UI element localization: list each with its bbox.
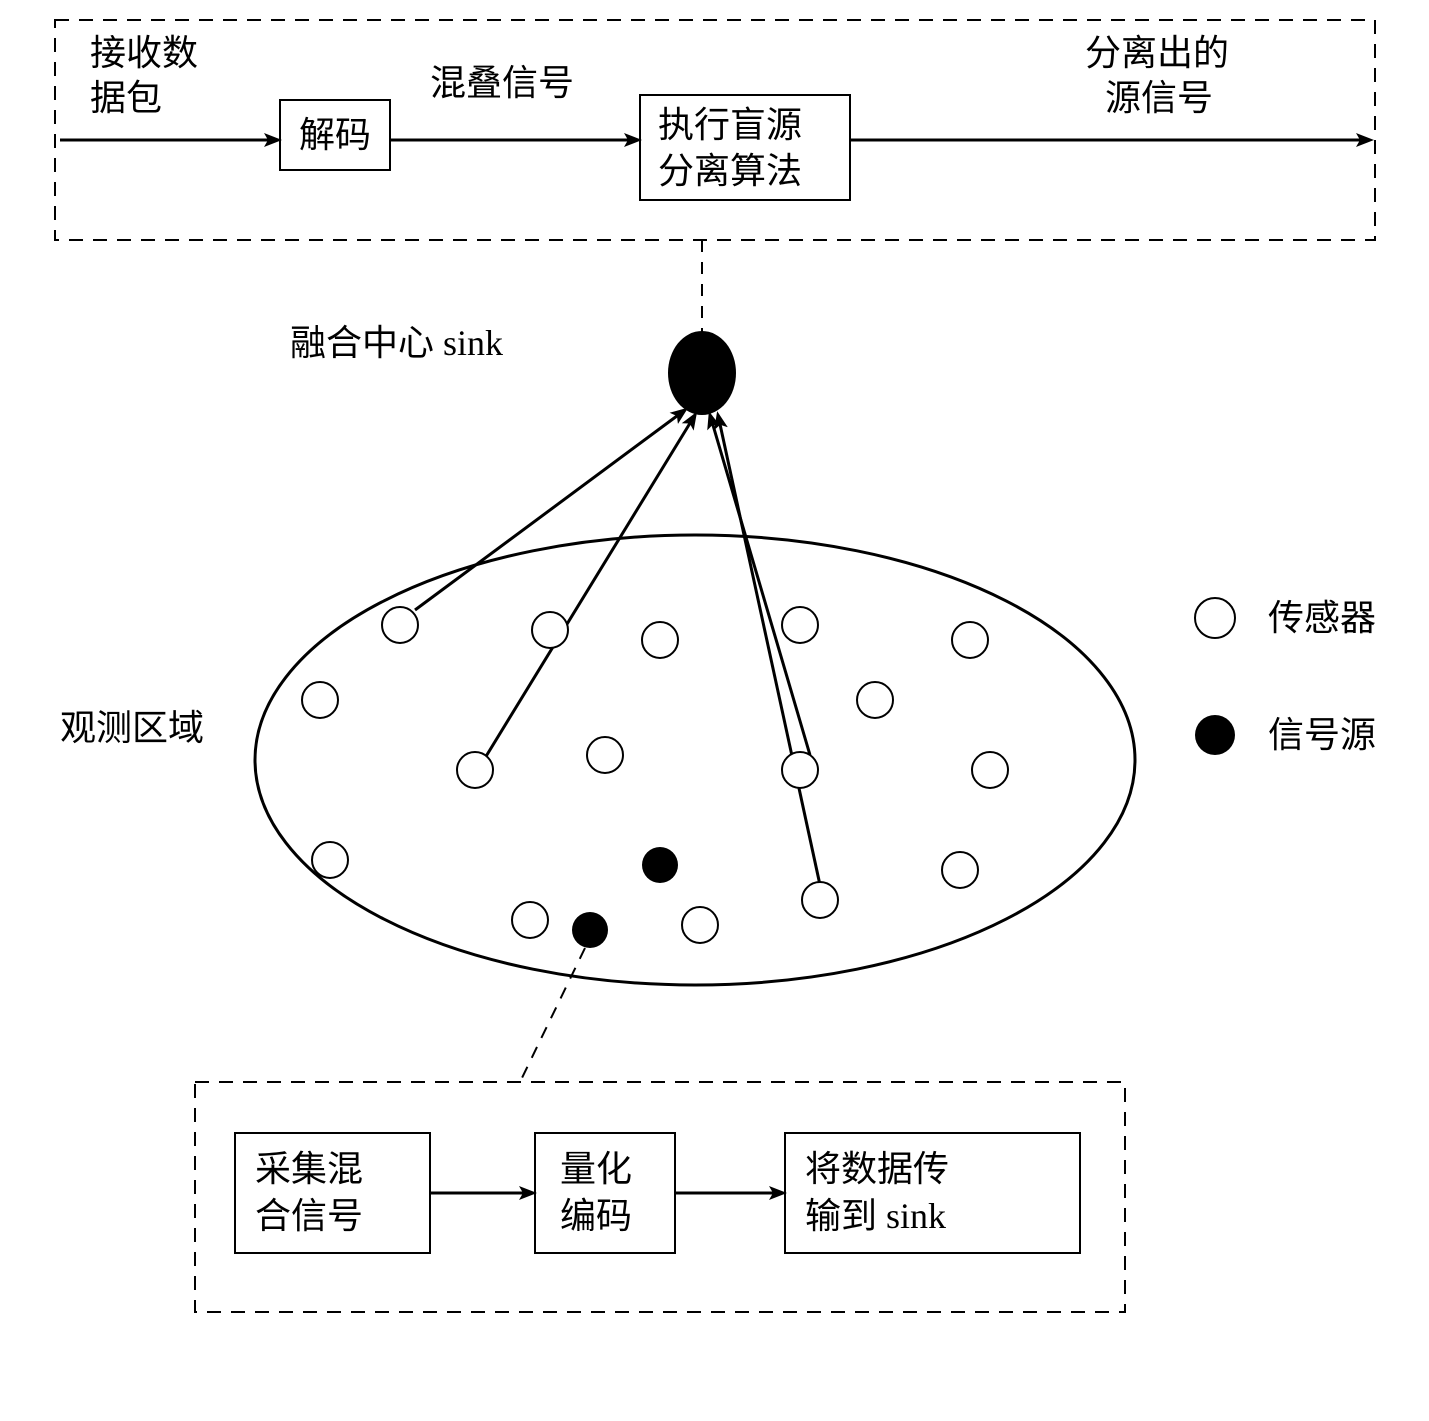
sensor-node-13 xyxy=(682,907,718,943)
sensor-to-sink-arrow-1 xyxy=(485,415,695,758)
source-node-1 xyxy=(572,912,608,948)
sensor-node-1 xyxy=(532,612,568,648)
decode-label: 解码 xyxy=(299,115,371,155)
source-node-0 xyxy=(642,847,678,883)
sensor-to-sink-arrow-0 xyxy=(415,410,685,610)
sensor-node-15 xyxy=(942,852,978,888)
legend-source-icon xyxy=(1195,715,1235,755)
collect-label-line2: 合信号 xyxy=(255,1196,363,1236)
sensor-node-2 xyxy=(642,622,678,658)
output-label-line2: 源信号 xyxy=(1105,78,1213,118)
observation-area-label: 观测区域 xyxy=(60,708,204,748)
sink-label: 融合中心 sink xyxy=(290,323,503,363)
sensor-node-3 xyxy=(782,607,818,643)
input-label-line2: 据包 xyxy=(90,78,162,118)
legend-sensor-label: 传感器 xyxy=(1268,598,1376,638)
quant-label-line2: 编码 xyxy=(560,1196,632,1236)
sensor-node-12 xyxy=(512,902,548,938)
sensor-node-5 xyxy=(302,682,338,718)
collect-label-line1: 采集混 xyxy=(255,1149,363,1189)
transmit-label-line2: 输到 sink xyxy=(805,1196,946,1236)
sensor-to-sink-arrow-2 xyxy=(710,415,810,755)
bss-label-line1: 执行盲源 xyxy=(658,105,802,145)
legend-source-label: 信号源 xyxy=(1268,715,1376,755)
sensor-node-10 xyxy=(972,752,1008,788)
bss-label-line2: 分离算法 xyxy=(658,151,802,191)
sensor-node-14 xyxy=(802,882,838,918)
legend-sensor-icon xyxy=(1195,598,1235,638)
sensor-node-6 xyxy=(857,682,893,718)
mixed-signal-label: 混叠信号 xyxy=(430,63,574,103)
sensor-node-4 xyxy=(952,622,988,658)
sink-node xyxy=(668,331,736,415)
output-label-line1: 分离出的 xyxy=(1085,33,1229,73)
sensor-node-0 xyxy=(382,607,418,643)
transmit-label-line1: 将数据传 xyxy=(805,1149,949,1189)
sensor-to-sink-arrow-3 xyxy=(718,415,820,885)
sensor-node-7 xyxy=(457,752,493,788)
sensor-node-8 xyxy=(587,737,623,773)
sensor-node-11 xyxy=(312,842,348,878)
quant-label-line1: 量化 xyxy=(560,1149,632,1189)
input-label-line1: 接收数 xyxy=(90,33,198,73)
sensor-node-9 xyxy=(782,752,818,788)
